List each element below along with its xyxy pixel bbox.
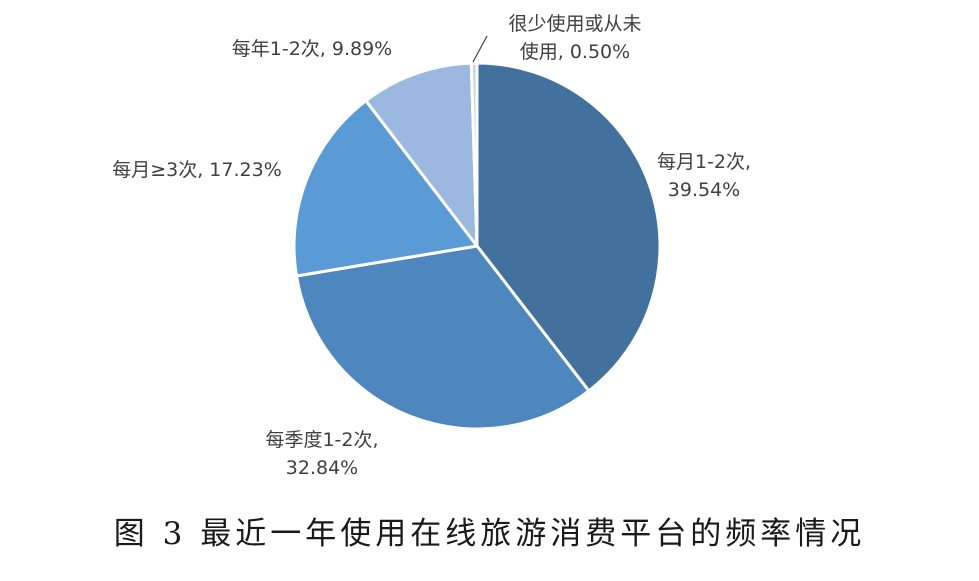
slice-label-3: 每月≥3次, 17.23% xyxy=(112,159,282,181)
pie-slice-1 xyxy=(475,61,662,393)
slice-label-4: 每年1-2次, 9.89% xyxy=(232,38,392,60)
pie-slice-5 xyxy=(469,61,479,248)
pie-slices xyxy=(292,61,662,431)
slice-label-5: 很少使用或从未使用, 0.50% xyxy=(508,13,641,63)
chart-title: 图 3 最近一年使用在线旅游消费平台的频率情况 xyxy=(113,516,866,552)
pie-slice-3 xyxy=(292,99,479,278)
slice-labels: 每月1-2次, 39.54% 每季度1-2次, 32.84% 每月≥3次, 17.23%… xyxy=(112,13,751,479)
pie-slice-2 xyxy=(294,244,591,431)
slice-label-2: 每季度1-2次, 32.84% xyxy=(265,429,378,479)
leader-line xyxy=(472,35,488,63)
pie-slice-4 xyxy=(364,61,479,248)
slice-label-1: 每月1-2次, 39.54% xyxy=(657,151,751,201)
